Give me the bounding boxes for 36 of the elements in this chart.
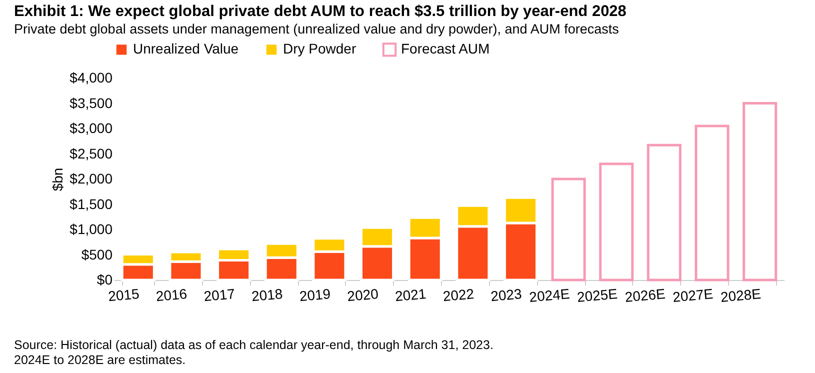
y-tick-label: $2,500	[70, 145, 113, 162]
x-tick-label: 2019	[298, 285, 332, 304]
x-tick-label: 2026E	[624, 286, 666, 305]
x-tick-label: 2027E	[672, 286, 714, 305]
x-tick-label: 2018	[250, 285, 284, 304]
y-tick-label: $2,000	[70, 170, 113, 186]
legend-label: Dry Powder	[283, 40, 356, 57]
y-tick-label: $3,000	[70, 120, 113, 136]
source-note: Source: Historical (actual) data as of each calendar year-end, through March 31, 2023.	[14, 338, 494, 353]
bar	[646, 144, 682, 282]
legend-label: Unrealized Value	[133, 40, 239, 57]
y-axis-title: $bn	[50, 168, 66, 192]
bar	[742, 102, 778, 282]
x-tick-label: 2023	[490, 285, 523, 304]
x-tick-label: 2024E	[528, 286, 570, 305]
bar	[551, 178, 586, 282]
x-tick-label: 2016	[155, 285, 188, 304]
x-tick-label: 2028E	[720, 286, 762, 305]
bar	[599, 162, 634, 282]
chart-subtitle: Private debt global assets under management (unrealized value and dry powder), and AUM forecasts	[14, 22, 620, 36]
x-tick-label: 2020	[346, 285, 380, 304]
x-tick-label: 2021	[394, 285, 428, 304]
text: 2024E to 2028E are estimates.	[14, 353, 187, 368]
bar	[694, 124, 730, 282]
y-tick-label: $500	[81, 246, 113, 262]
x-tick-label: 2022	[442, 285, 475, 304]
x-tick-label: 2025E	[576, 286, 618, 305]
y-tick-label: $3,500	[70, 94, 113, 111]
x-tick-label: 2017	[203, 285, 236, 304]
x-tick-label: 2015	[107, 285, 140, 304]
y-tick-label: $4,000	[70, 70, 113, 86]
chart-title: Exhibit 1: We expect global private debt AUM to reach $3.5 trillion by year-end 2028	[14, 3, 627, 20]
y-tick-label: $0	[96, 272, 113, 288]
y-tick-label: $1,500	[70, 196, 113, 212]
y-tick-label: $1,000	[70, 221, 113, 237]
legend-label: Forecast AUM	[401, 40, 490, 57]
